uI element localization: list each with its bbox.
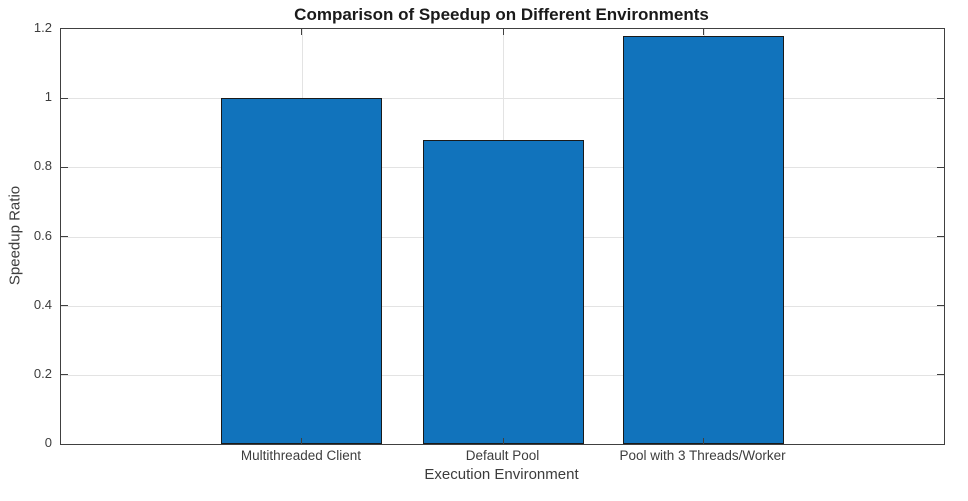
y-tick-label: 1 <box>44 89 52 105</box>
y-tick-mark-right <box>937 374 944 376</box>
x-axis-label: Execution Environment <box>424 466 579 483</box>
bar <box>623 35 785 444</box>
y-tick-label: 0.2 <box>33 365 52 381</box>
x-tick-mark-top <box>502 29 504 35</box>
grid-line-horizontal <box>61 98 944 100</box>
x-tick-mark-bottom <box>703 438 705 444</box>
y-tick-mark-left <box>61 305 68 307</box>
y-tick-mark-left <box>61 374 68 376</box>
y-tick-mark-right <box>937 166 944 168</box>
y-tick-label: 0.8 <box>33 158 52 174</box>
x-tick-mark-bottom <box>502 438 504 444</box>
y-tick-mark-right <box>937 305 944 307</box>
plot-area <box>60 28 945 445</box>
x-category-label: Default Pool <box>465 448 540 463</box>
x-tick-mark-bottom <box>301 438 303 444</box>
y-tick-label: 1.2 <box>33 20 52 35</box>
y-tick-label: 0.6 <box>33 227 52 243</box>
y-tick-mark-left <box>61 236 68 237</box>
x-tick-mark-top <box>301 29 303 35</box>
bar <box>422 139 584 444</box>
y-tick-mark-right <box>937 97 944 99</box>
chart-title: Comparison of Speedup on Different Envir… <box>294 5 709 24</box>
y-tick-label: 0 <box>44 435 52 450</box>
bar <box>221 98 383 444</box>
y-tick-mark-right <box>937 236 944 237</box>
x-category-label: Pool with 3 Threads/Worker <box>619 448 786 463</box>
y-tick-mark-left <box>61 166 68 168</box>
x-category-label: Multithreaded Client <box>240 448 362 463</box>
y-tick-mark-left <box>61 97 68 99</box>
x-tick-mark-top <box>703 29 705 35</box>
y-tick-label: 0.4 <box>33 296 52 312</box>
